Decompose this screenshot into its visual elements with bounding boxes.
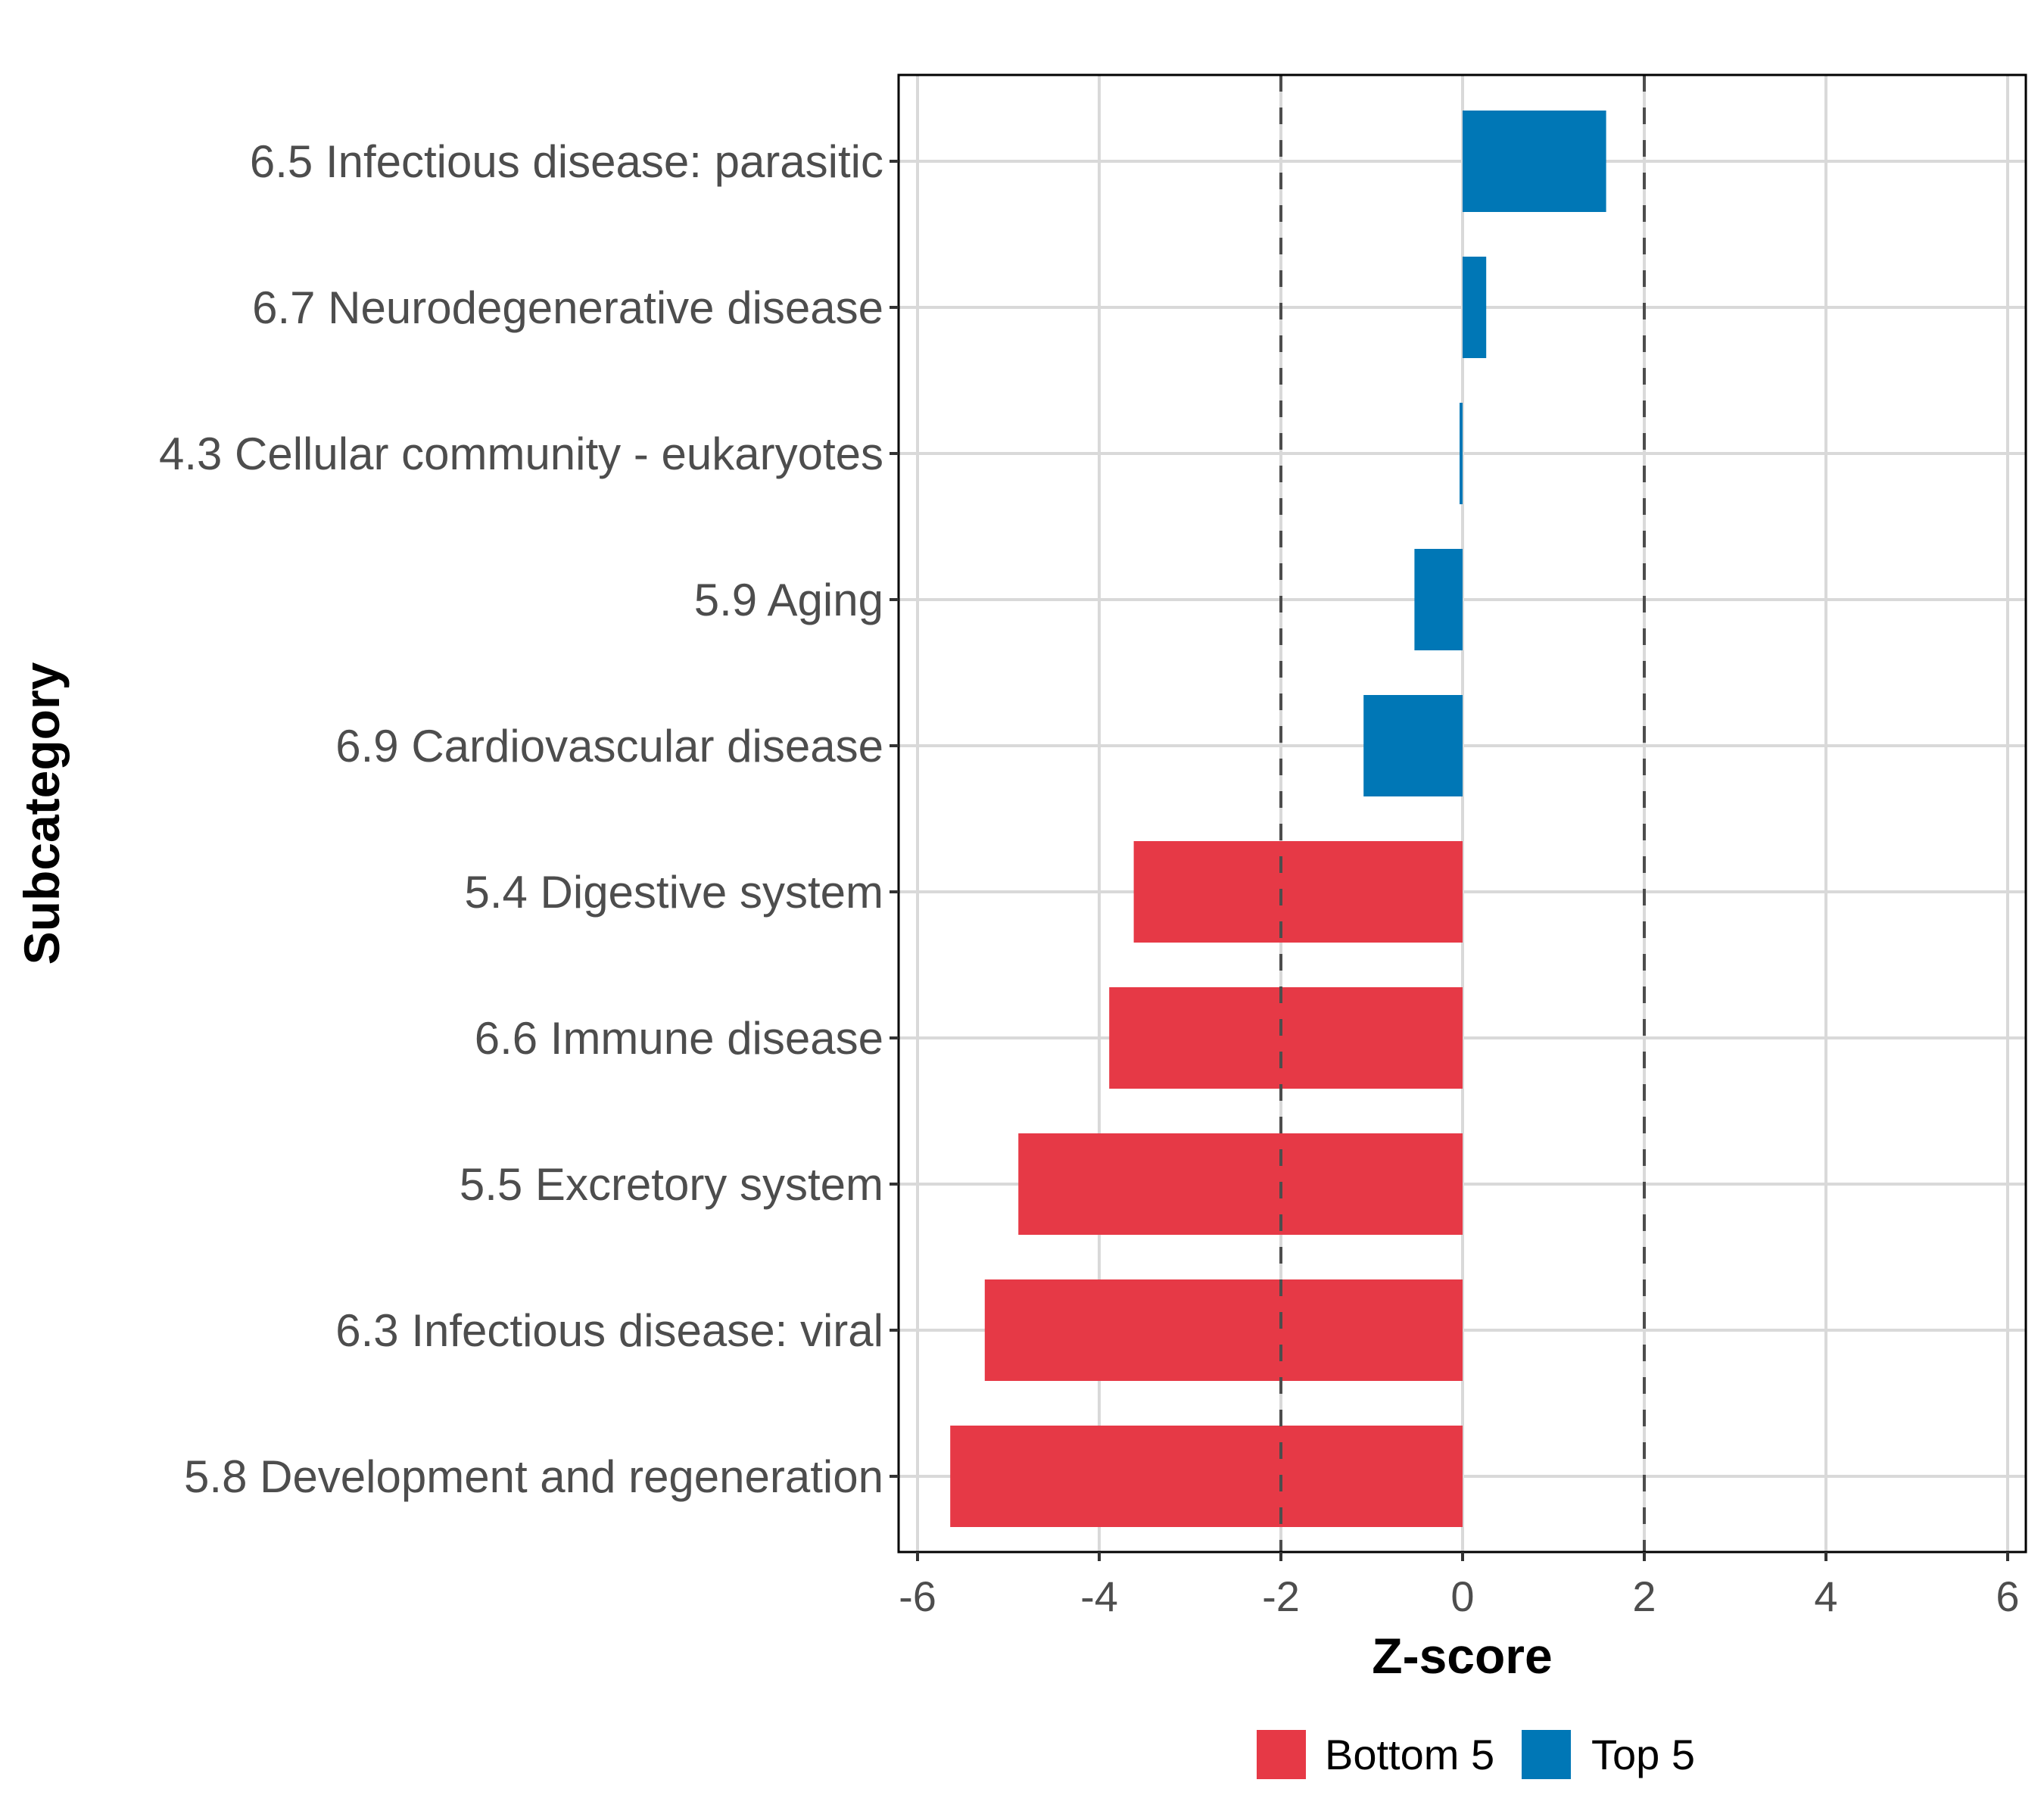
x-tick-label: 0 — [1450, 1572, 1474, 1620]
category-label: 6.6 Immune disease — [475, 1013, 883, 1064]
category-label: 5.8 Development and regeneration — [184, 1451, 883, 1502]
x-tick-label: -4 — [1080, 1572, 1118, 1620]
legend-label: Top 5 — [1591, 1731, 1695, 1778]
category-label: 4.3 Cellular community - eukaryotes — [159, 429, 883, 479]
bar — [1463, 111, 1606, 212]
legend-label: Bottom 5 — [1325, 1731, 1494, 1778]
y-axis-title: Subcategory — [14, 662, 70, 965]
category-label: 6.5 Infectious disease: parasitic — [250, 136, 883, 187]
bar — [984, 1279, 1463, 1381]
category-label: 5.5 Excretory system — [460, 1159, 883, 1210]
x-axis-title: Z-score — [1372, 1628, 1552, 1684]
bar — [1463, 257, 1487, 358]
x-tick-label: 4 — [1814, 1572, 1837, 1620]
category-label: 5.9 Aging — [694, 575, 883, 625]
category-label: 5.4 Digestive system — [464, 867, 883, 918]
category-label: 6.3 Infectious disease: viral — [335, 1305, 883, 1356]
bar — [1363, 695, 1463, 796]
legend: Bottom 5 Top 5 — [1257, 1730, 1695, 1779]
bars — [950, 111, 1606, 1527]
legend-swatch — [1522, 1730, 1571, 1779]
y-axis-ticks — [890, 160, 899, 1478]
bar — [1414, 549, 1463, 650]
x-axis-tick-labels: -6 -4 -2 0 2 4 6 — [899, 1572, 2019, 1620]
x-tick-label: 6 — [1996, 1572, 2019, 1620]
bar — [950, 1426, 1463, 1527]
bar — [1109, 987, 1463, 1089]
x-tick-label: -6 — [899, 1572, 936, 1620]
category-label: 6.7 Neurodegenerative disease — [252, 282, 883, 333]
x-axis-ticks — [916, 1552, 2009, 1561]
y-axis-tick-labels: 6.5 Infectious disease: parasitic 6.7 Neu… — [159, 136, 883, 1502]
x-tick-label: -2 — [1262, 1572, 1300, 1620]
bar — [1018, 1133, 1463, 1235]
category-label: 6.9 Cardiovascular disease — [335, 721, 883, 771]
bar — [1460, 403, 1463, 504]
bar — [1133, 841, 1463, 943]
x-tick-label: 2 — [1632, 1572, 1656, 1620]
legend-swatch — [1257, 1730, 1306, 1779]
